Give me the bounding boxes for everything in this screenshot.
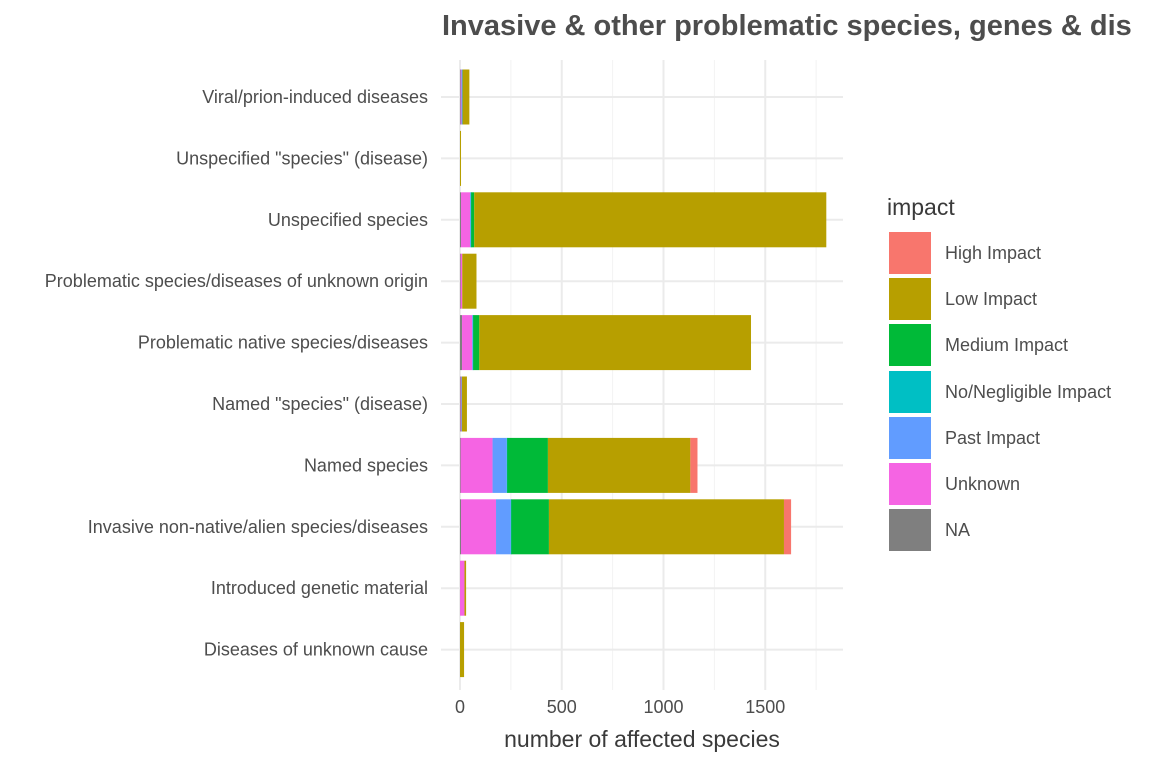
gridlines [441,60,843,690]
legend-swatch [889,509,931,552]
legend-swatch [889,324,931,367]
bar-segment [460,253,461,309]
bar-segment [460,560,465,616]
bar-segment [548,499,784,555]
bar-segment [496,499,511,555]
y-axis-label: Introduced genetic material [211,578,428,598]
bar-segment [460,130,462,186]
bars [460,69,827,678]
legend-label: NA [945,520,971,541]
bar-segment [460,499,462,555]
bar-segment [474,192,827,248]
bar-segment [460,376,461,432]
legend-title: impact [887,194,955,220]
bar-segment [690,437,698,493]
bar-segment [460,192,462,248]
x-tick-label: 0 [455,697,465,717]
bar-segment [460,437,493,493]
bar-segment [472,315,474,371]
bar-segment [511,499,549,555]
legend-swatch [889,370,931,413]
bar-segment [470,192,472,248]
legend-label: Unknown [945,474,1021,494]
chart-title: Invasive & other problematic species, ge… [442,10,1132,42]
bar-segment [462,315,473,371]
bar-segment [462,253,477,309]
bar-segment [460,315,463,371]
legend-swatch [889,232,931,274]
legend-swatch [889,278,931,321]
legend-swatch [889,463,931,505]
bar-segment [460,622,465,678]
y-axis-label: Viral/prion-induced diseases [202,87,428,107]
bar-segment [471,192,475,248]
bar-segment [470,192,471,248]
bar-segment [472,315,474,371]
bar-segment [473,315,480,371]
bar-segment [510,499,512,555]
x-tick-label: 1000 [643,697,683,717]
legend-label: High Impact [945,243,1042,263]
bar-segment [507,437,548,493]
y-axis-label: Diseases of unknown cause [204,640,428,660]
bar-segment [461,69,463,125]
bar-segment [506,437,508,493]
bar-segment [492,437,507,493]
legend-label: Low Impact [945,289,1038,310]
legend-label: No/Negligible Impact [945,381,1112,402]
bar-segment [462,69,470,125]
bar-segment [460,253,463,309]
y-axis-label: Invasive non-native/alien species/diseas… [88,517,428,537]
bar-segment [783,499,792,555]
legend-swatch [889,416,931,459]
y-axis-label: Problematic native species/diseases [138,333,428,353]
y-axis-labels: Viral/prion-induced diseases Unspecified … [45,87,428,660]
bar-segment [460,69,461,125]
bar-segment [479,315,752,371]
x-tick-label: 1500 [745,697,785,717]
y-axis-label: Problematic species/diseases of unknown … [45,271,428,291]
bar-segment [460,437,461,493]
y-axis-label: Unspecified "species" (disease) [176,148,428,168]
legend-label: Past Impact [945,427,1041,448]
x-tick-label: 500 [547,697,577,717]
y-axis-label: Named "species" (disease) [212,394,428,414]
bar-segment [461,376,463,432]
bar-segment [460,69,462,125]
x-axis-ticks: 0 500 1000 1500 [455,697,785,717]
bar-segment [461,192,471,248]
bar-segment [547,437,691,493]
bar-segment [461,499,497,555]
bar-segment [460,376,462,432]
bar-segment [464,560,467,616]
x-axis-title: number of affected species [504,726,780,752]
legend-label: Medium Impact [945,335,1069,356]
y-axis-label: Unspecified species [268,210,428,230]
y-axis-label: Named species [304,455,428,475]
bar-segment [461,376,467,432]
